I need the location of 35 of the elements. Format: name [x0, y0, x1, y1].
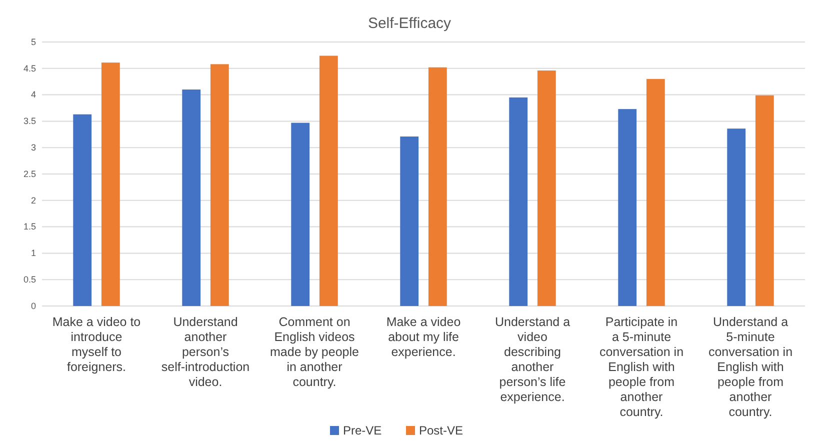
bar: [428, 67, 447, 306]
bar: [618, 109, 637, 306]
y-tick-label: 4.5: [23, 63, 36, 74]
bar: [291, 122, 310, 306]
legend-label: Post-VE: [419, 424, 464, 438]
x-tick-label: Comment on English videos made by people in another country.: [270, 315, 360, 389]
x-tick-label: Understand a 5-minute conversation in English with people from another country.: [708, 315, 793, 419]
x-tick-label: Participate in a 5-minute conversation in English with people from another country.: [599, 315, 684, 419]
y-tick-label: 4: [30, 90, 36, 100]
bar: [182, 90, 201, 306]
y-tick-label: 2: [30, 195, 36, 206]
bar: [727, 128, 746, 306]
bar: [537, 70, 556, 306]
bar: [646, 78, 665, 306]
bar: [319, 56, 338, 306]
bar: [73, 114, 92, 306]
y-tick-label: 1: [30, 248, 36, 258]
bar: [210, 64, 229, 306]
bar: [101, 62, 120, 306]
x-tick-label: Make a video about my life experience.: [386, 315, 461, 359]
y-tick-label: 3.5: [23, 116, 36, 126]
bar: [400, 136, 419, 306]
x-tick-label: Understand a video describing another person’s life experience.: [494, 315, 570, 404]
chart-title: Self-Efficacy: [368, 15, 452, 32]
bar: [509, 97, 528, 306]
bar: [755, 95, 774, 306]
y-tick-label: 2.5: [23, 168, 36, 179]
y-tick-label: 5: [30, 36, 36, 47]
legend-label: Pre-VE: [343, 424, 382, 438]
y-tick-label: 3: [30, 142, 36, 152]
y-tick-label: 0.5: [23, 274, 36, 284]
y-tick-label: 1.5: [23, 222, 36, 232]
x-tick-label: Understand another person’s self-introduction video.: [161, 315, 250, 389]
x-tick-label: Make a video to introduce myself to foreigners.: [52, 315, 141, 374]
y-tick-label: 0: [30, 300, 36, 311]
